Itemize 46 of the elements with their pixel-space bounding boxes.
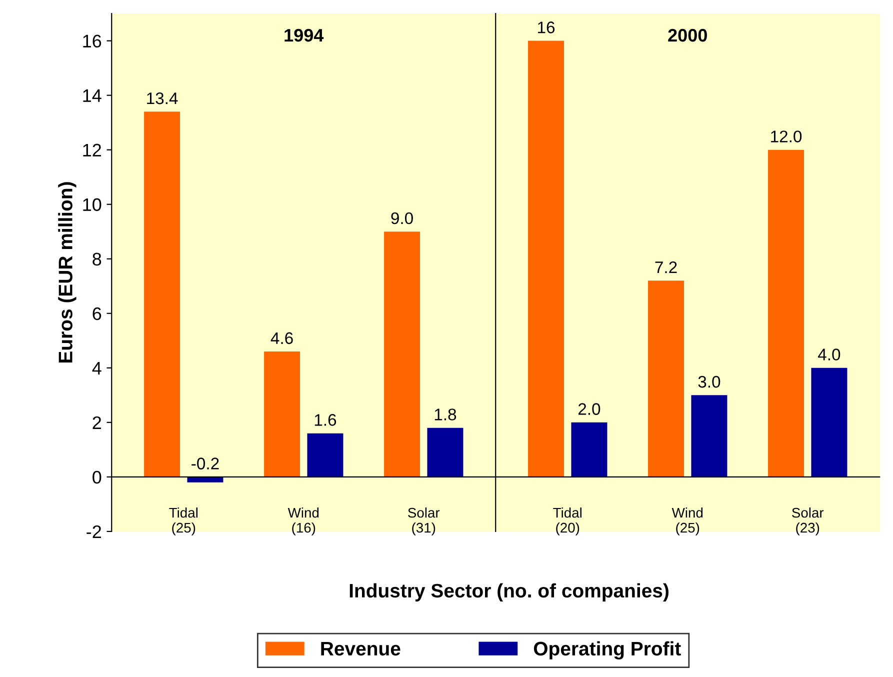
y-tick-label: 0 (92, 470, 102, 484)
y-tick-label: 8 (92, 252, 102, 266)
text: 1994 (284, 28, 324, 42)
x-tick-label: Solar (23) (792, 507, 824, 536)
y-tick-label: 16 (83, 34, 102, 48)
bar (648, 280, 684, 477)
bar (427, 428, 464, 477)
x-tick-label: Wind (25) (672, 507, 703, 536)
bar (264, 352, 300, 477)
y-tick-label: 12 (83, 144, 101, 156)
bar (187, 476, 224, 482)
data-label: 16 (538, 22, 555, 34)
x-tick-label: Wind (16) (288, 507, 319, 536)
bar (528, 40, 564, 477)
text: 2000 (668, 28, 707, 42)
bar (307, 433, 344, 477)
x-tick-label: Tidal (25) (169, 507, 198, 536)
data-label: -0.2 (192, 458, 219, 470)
legend-label: Operating Profit (534, 641, 681, 660)
legend-label: Revenue (321, 642, 400, 656)
y-tick-label: 4 (92, 362, 102, 374)
bar (384, 232, 420, 477)
bar (768, 150, 804, 477)
y-tick-label: 14 (83, 89, 102, 102)
data-label: 4.6 (270, 332, 293, 344)
y-tick-label: 6 (92, 307, 102, 320)
bar (691, 395, 728, 477)
x-tick-label: Tidal (20) (553, 507, 582, 536)
data-label: 3.0 (698, 376, 720, 388)
data-label: 4.0 (818, 348, 840, 360)
bar (144, 112, 180, 477)
data-label: 1.6 (314, 414, 336, 426)
data-label: 7.2 (655, 261, 677, 274)
x-tick-label: Solar (31) (408, 507, 440, 536)
y-tick-label: 2 (92, 416, 101, 429)
data-label: 2.0 (578, 403, 600, 415)
data-label: 9.0 (391, 212, 413, 224)
data-label: 12.0 (771, 130, 802, 142)
data-label: 13.4 (147, 92, 178, 104)
bar (811, 368, 848, 477)
bar (571, 422, 608, 477)
data-label: 1.8 (434, 408, 456, 420)
y-tick-label: -2 (86, 525, 101, 538)
x-axis-title: Industry Sector (no. of companies) (350, 583, 668, 602)
y-tick-label: 10 (83, 198, 102, 212)
y-axis-title: Euros (EUR million) (58, 182, 76, 362)
